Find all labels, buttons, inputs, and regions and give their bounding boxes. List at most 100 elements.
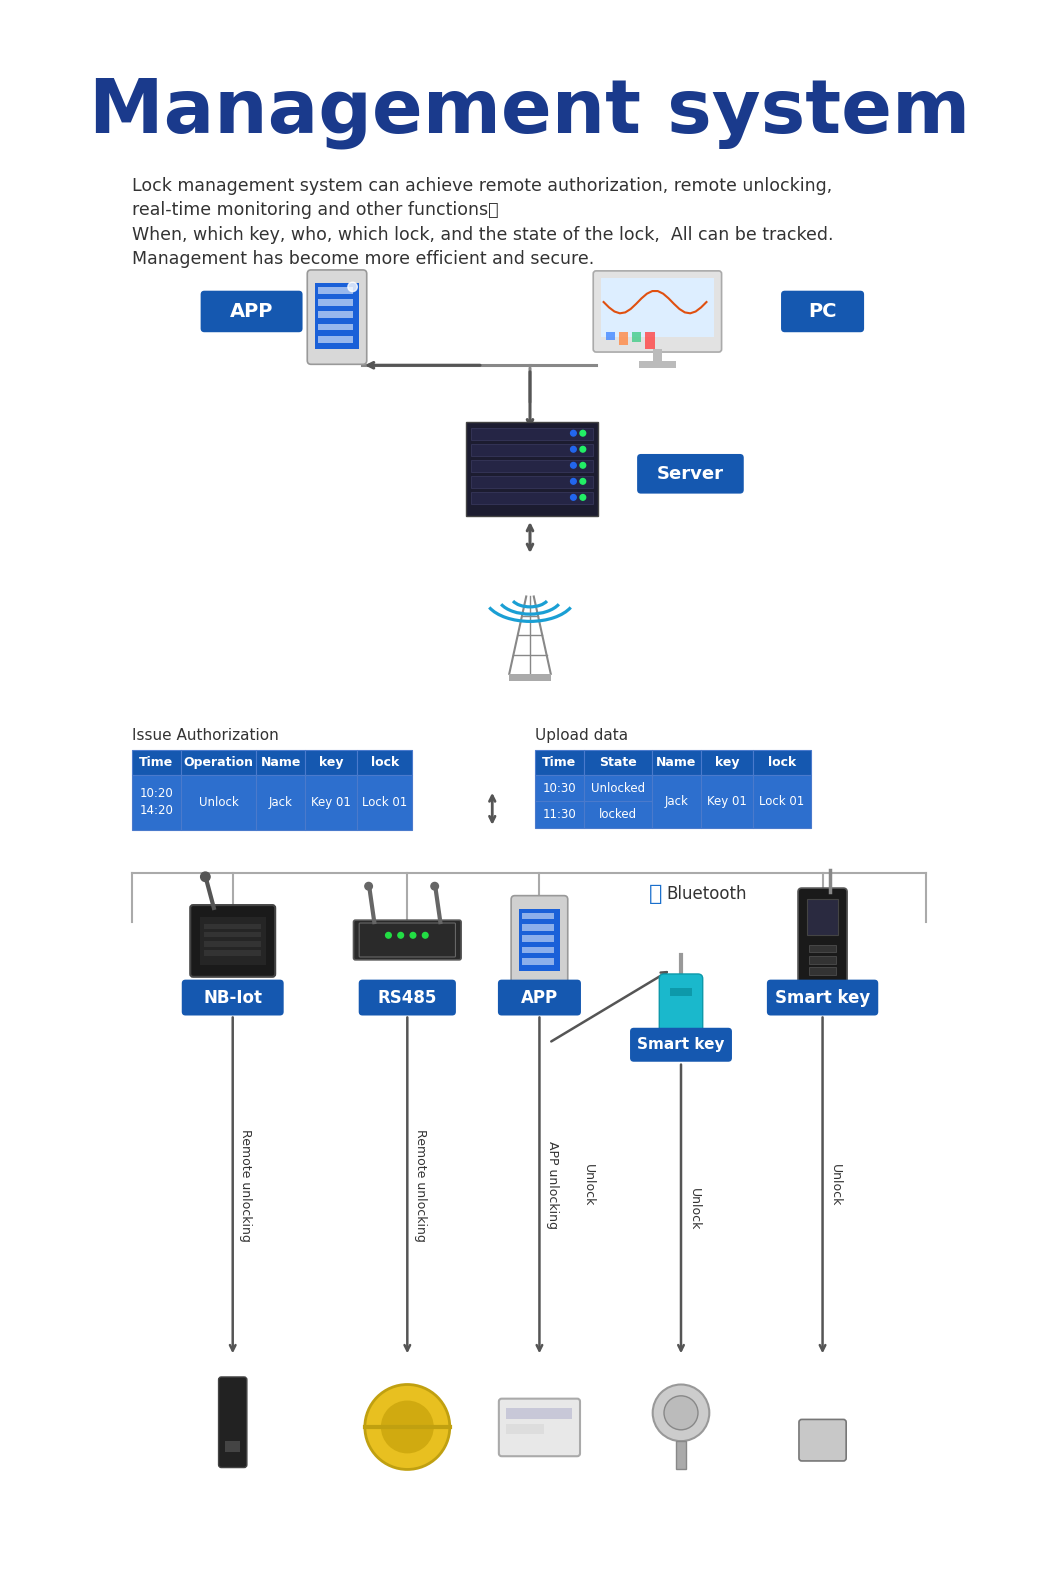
Bar <box>670 988 692 996</box>
Circle shape <box>580 478 586 484</box>
Text: Name: Name <box>656 756 696 768</box>
FancyBboxPatch shape <box>354 920 461 959</box>
Text: lock: lock <box>371 756 399 768</box>
FancyBboxPatch shape <box>465 421 598 516</box>
Circle shape <box>200 873 210 882</box>
Bar <box>522 947 553 953</box>
Text: 10:30: 10:30 <box>543 781 576 795</box>
Circle shape <box>386 933 391 937</box>
Bar <box>534 750 584 775</box>
Text: APP: APP <box>520 988 558 1007</box>
Text: Time: Time <box>542 756 577 768</box>
Bar <box>534 802 584 828</box>
Bar <box>305 750 357 775</box>
FancyBboxPatch shape <box>630 1027 732 1062</box>
Bar <box>471 443 594 456</box>
Text: Name: Name <box>261 756 301 768</box>
Bar <box>471 492 594 503</box>
Text: Upload data: Upload data <box>534 727 628 743</box>
Bar <box>522 958 553 964</box>
Circle shape <box>570 462 577 469</box>
FancyBboxPatch shape <box>511 896 568 986</box>
Text: APP: APP <box>230 301 273 320</box>
Bar <box>131 775 181 830</box>
Circle shape <box>410 933 416 937</box>
Text: real-time monitoring and other functions。: real-time monitoring and other functions… <box>131 200 498 219</box>
Bar <box>318 323 353 330</box>
Circle shape <box>365 1384 449 1469</box>
Bar <box>205 931 261 937</box>
Bar <box>471 428 594 440</box>
Text: Key 01: Key 01 <box>707 795 746 808</box>
Circle shape <box>570 431 577 436</box>
Text: NB-Iot: NB-Iot <box>204 988 262 1007</box>
Text: Issue Authorization: Issue Authorization <box>131 727 279 743</box>
Bar <box>507 1408 572 1420</box>
Circle shape <box>398 933 404 937</box>
Text: Smart key: Smart key <box>775 988 870 1007</box>
Text: Key 01: Key 01 <box>312 795 351 808</box>
Bar <box>522 936 553 942</box>
Bar <box>181 775 257 830</box>
Bar <box>318 300 353 306</box>
Circle shape <box>431 882 439 890</box>
FancyBboxPatch shape <box>766 980 879 1016</box>
Text: Server: Server <box>657 466 724 483</box>
FancyBboxPatch shape <box>499 1398 580 1456</box>
Bar <box>810 945 835 952</box>
Text: Remote unlocking: Remote unlocking <box>240 1128 252 1242</box>
Bar <box>181 750 257 775</box>
FancyBboxPatch shape <box>190 906 276 977</box>
Bar <box>584 775 652 802</box>
Bar <box>315 282 359 349</box>
Text: State: State <box>599 756 637 768</box>
Circle shape <box>570 494 577 500</box>
Bar <box>318 311 353 319</box>
Text: Management has become more efficient and secure.: Management has become more efficient and… <box>131 251 594 268</box>
Bar <box>584 802 652 828</box>
Circle shape <box>653 1384 709 1441</box>
Text: When, which key, who, which lock, and the state of the lock,  All can be tracked: When, which key, who, which lock, and th… <box>131 226 833 243</box>
Bar <box>205 925 261 929</box>
Text: Management system: Management system <box>89 76 971 148</box>
Circle shape <box>580 494 586 500</box>
Circle shape <box>423 933 428 937</box>
Bar <box>701 750 753 775</box>
Bar <box>584 750 652 775</box>
Bar <box>305 775 357 830</box>
Bar <box>507 1423 544 1433</box>
Text: PC: PC <box>809 301 836 320</box>
Bar <box>318 336 353 342</box>
Text: key: key <box>319 756 343 768</box>
Text: 11:30: 11:30 <box>543 808 577 821</box>
Bar <box>318 287 353 294</box>
Text: Jack: Jack <box>665 795 688 808</box>
Bar <box>357 750 412 775</box>
Bar <box>601 278 714 338</box>
Circle shape <box>365 882 372 890</box>
FancyBboxPatch shape <box>200 290 302 333</box>
Bar <box>652 775 701 828</box>
Bar <box>199 917 266 964</box>
Bar <box>619 333 629 346</box>
Bar <box>646 333 655 349</box>
FancyBboxPatch shape <box>218 1378 247 1468</box>
Bar <box>753 750 811 775</box>
Circle shape <box>570 478 577 484</box>
Bar <box>808 899 837 936</box>
Bar <box>638 361 676 368</box>
Bar <box>653 349 662 363</box>
FancyBboxPatch shape <box>181 980 284 1016</box>
Circle shape <box>570 447 577 451</box>
Bar <box>357 775 412 830</box>
Circle shape <box>348 282 357 292</box>
FancyBboxPatch shape <box>798 888 847 989</box>
Bar <box>605 333 615 339</box>
Text: Time: Time <box>139 756 174 768</box>
FancyBboxPatch shape <box>594 271 722 352</box>
Bar <box>225 1441 241 1452</box>
Text: RS485: RS485 <box>377 988 437 1007</box>
Circle shape <box>580 447 586 451</box>
Bar <box>810 967 835 975</box>
Text: APP unlocking: APP unlocking <box>546 1141 560 1229</box>
